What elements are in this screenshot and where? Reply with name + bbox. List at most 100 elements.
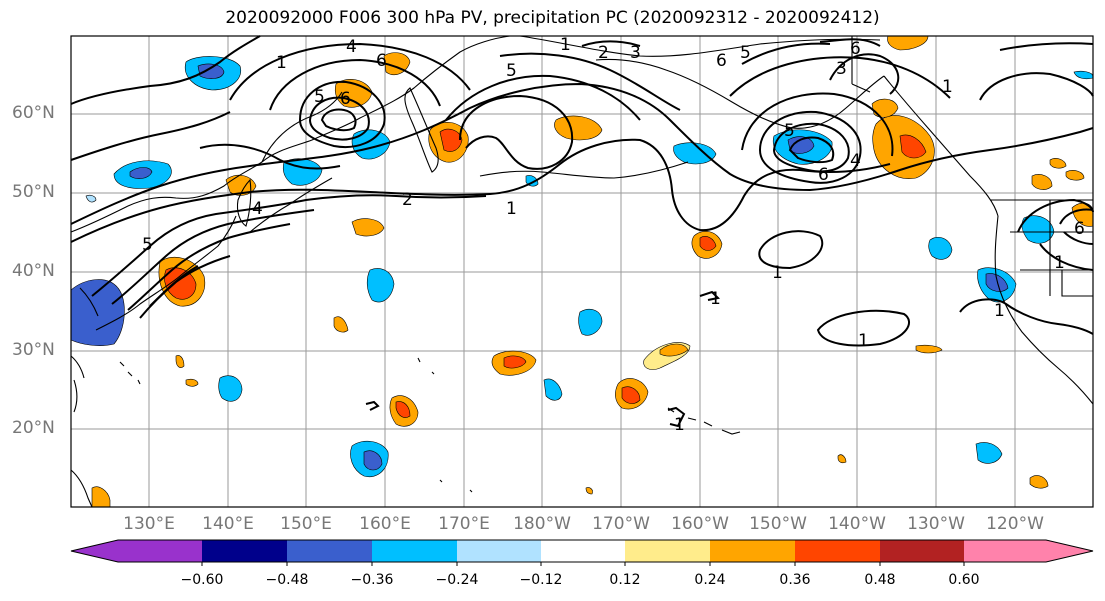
pv-contour — [979, 72, 1094, 101]
micronesia-islands — [417, 357, 473, 493]
contour-label-group: 1 4 6 5 6 2 1 1 2 3 5 6 5 6 3 5 6 4 1 1 … — [142, 35, 1085, 435]
colorbar-bin — [117, 540, 202, 562]
contour-label: 4 — [346, 37, 357, 57]
contour-label: 1 — [858, 331, 869, 351]
precip-positive-blob — [621, 386, 641, 404]
korea-coastline — [79, 287, 99, 317]
pv-contour — [667, 406, 686, 428]
contour-label: 6 — [850, 39, 861, 59]
lat-tick-label: 30°N — [12, 340, 55, 360]
precip-negative-blob — [363, 450, 383, 471]
lon-tick-label: 140°E — [202, 514, 254, 534]
contour-label: 1 — [674, 415, 685, 435]
pv-contour — [149, 265, 199, 307]
lat-tick-label: 20°N — [12, 418, 55, 438]
pv-contour — [816, 309, 910, 347]
pv-contour — [320, 108, 357, 132]
pv-contour — [70, 35, 261, 105]
pv-contour — [819, 38, 881, 47]
contour-label: 1 — [1054, 253, 1065, 273]
contour-label: 1 — [506, 199, 517, 219]
pv-contour — [269, 58, 441, 111]
pv-contour — [758, 230, 824, 270]
precip-negative-blob — [218, 375, 243, 402]
colorbar-bin — [202, 540, 287, 562]
colorbar-bin — [287, 540, 372, 562]
precip-shading — [70, 35, 1094, 508]
colorbar-ticks — [201, 562, 965, 566]
pv-contour — [91, 194, 487, 297]
pv-contour — [1059, 208, 1094, 245]
precip-negative-blob — [70, 279, 125, 346]
sea-of-okhotsk-coast — [261, 91, 343, 163]
philippines-coast — [70, 469, 93, 508]
precip-positive-blob — [585, 487, 593, 495]
contour-label: 5 — [506, 61, 517, 81]
colorbar — [70, 539, 1094, 566]
contour-label: 6 — [340, 89, 351, 109]
lat-tick-label: 60°N — [12, 103, 55, 123]
colorbar-bin — [795, 540, 880, 562]
colorbar-bin — [372, 540, 457, 562]
precip-positive-blob — [1031, 174, 1053, 190]
precip-negative-blob — [543, 378, 563, 401]
pv-contour — [229, 42, 471, 101]
precip-negative-blob — [1021, 215, 1055, 244]
colorbar-tick-label: 0.48 — [864, 572, 896, 588]
lat-tick-label: 50°N — [12, 182, 55, 202]
precip-positive-blob — [91, 486, 111, 508]
pv-contour — [70, 82, 1094, 225]
precip-negative-blob — [787, 136, 815, 154]
pv-contour — [581, 40, 641, 47]
contour-label: 1 — [772, 263, 783, 283]
pv-contour — [1017, 198, 1094, 271]
contour-label: 4 — [850, 151, 861, 171]
precip-positive-blob — [333, 316, 349, 333]
precip-negative-blob — [129, 167, 153, 179]
contour-label: 2 — [402, 190, 413, 210]
precip-positive-blob — [659, 343, 689, 357]
precip-positive-blob — [1029, 475, 1049, 489]
coastlines — [70, 35, 1094, 508]
japan-coastline — [95, 215, 237, 331]
contour-label: 5 — [784, 121, 795, 141]
contour-label: 3 — [630, 43, 641, 63]
precip-positive-blob — [1049, 158, 1067, 169]
lon-tick-label: 180°W — [513, 514, 571, 534]
precip-negative-blob — [673, 142, 717, 165]
lon-tick-label: 160°E — [359, 514, 411, 534]
colorbar-tick-label: −0.12 — [519, 572, 563, 588]
precip-positive-blob — [439, 128, 463, 152]
pv-contour — [729, 56, 951, 99]
pv-contour — [298, 80, 386, 148]
precip-positive-blob — [915, 344, 943, 354]
precip-negative-blob — [578, 309, 603, 336]
mainland-coast — [70, 355, 85, 379]
us-state-borders — [1010, 200, 1093, 297]
precip-negative-blob — [85, 194, 97, 203]
map-frame — [70, 35, 1094, 508]
pv-contour — [788, 136, 835, 164]
asia-coastline — [70, 35, 511, 233]
colorbar-tick-label: −0.48 — [265, 572, 309, 588]
pv-contour — [741, 42, 831, 65]
canada-border — [851, 36, 871, 93]
colorbar-tick-label: −0.36 — [350, 572, 394, 588]
colorbar-bin — [541, 540, 625, 562]
contour-label: 1 — [942, 77, 953, 97]
aleutian-chain — [479, 161, 689, 179]
precip-negative-blob — [975, 442, 1003, 464]
colorbar-extend-low — [71, 540, 118, 562]
pv-contour — [459, 94, 574, 170]
contour-label: 1 — [276, 53, 287, 73]
colorbar-outline — [70, 539, 1094, 563]
lon-tick-label: 170°E — [438, 514, 490, 534]
lon-tick-label: 130°W — [907, 514, 965, 534]
colorbar-tick-label: 0.12 — [609, 572, 641, 588]
precip-positive-blob — [351, 218, 385, 237]
lon-tick-label: 150°E — [280, 514, 332, 534]
sakhalin-coastline — [236, 178, 252, 227]
contour-label: 5 — [740, 43, 751, 63]
pv-contour — [829, 53, 900, 95]
